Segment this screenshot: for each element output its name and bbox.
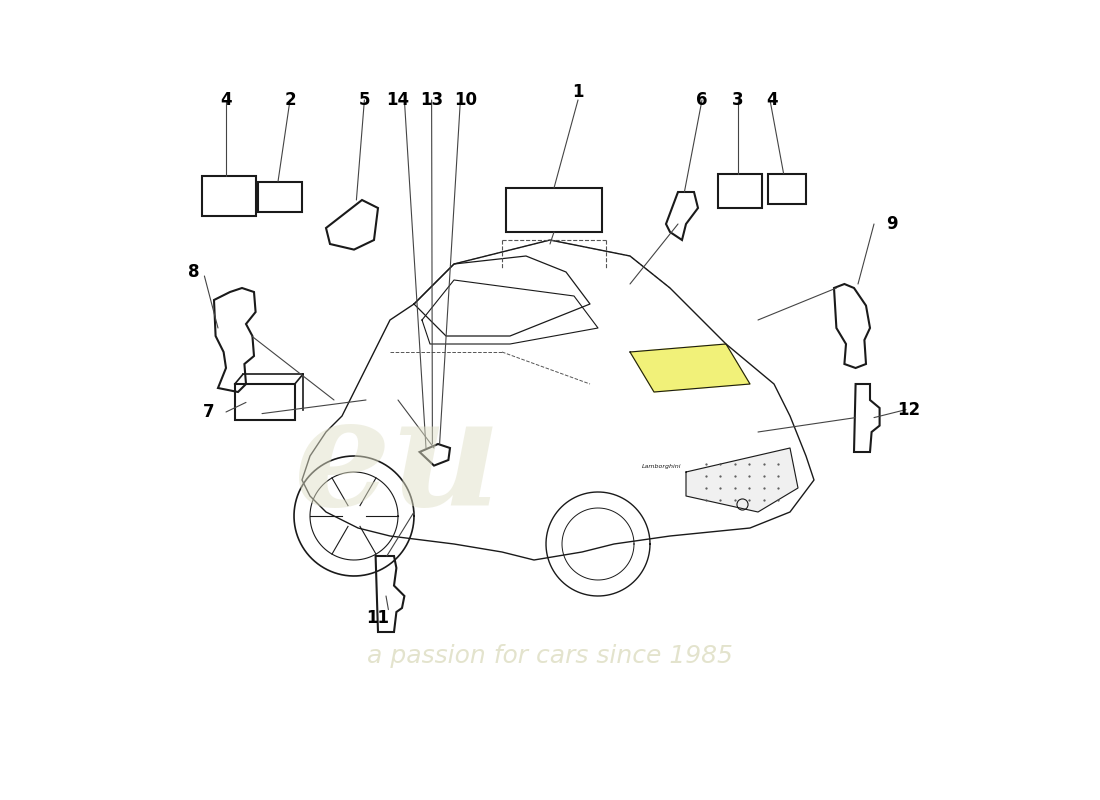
Text: 10: 10: [454, 91, 477, 109]
Text: a passion for cars since 1985: a passion for cars since 1985: [367, 644, 733, 668]
Text: 2: 2: [284, 91, 296, 109]
Bar: [258, 182, 303, 212]
Polygon shape: [630, 344, 750, 392]
Text: 8: 8: [188, 263, 200, 281]
Text: 4: 4: [767, 91, 778, 109]
Text: 7: 7: [202, 403, 215, 421]
Bar: [768, 174, 806, 204]
Text: 5: 5: [359, 91, 370, 109]
Bar: [506, 188, 602, 232]
Text: 12: 12: [896, 401, 920, 418]
Bar: [202, 176, 256, 216]
Polygon shape: [686, 448, 798, 512]
Text: 9: 9: [887, 215, 899, 233]
Bar: [718, 174, 762, 208]
Text: 1: 1: [572, 83, 584, 101]
Text: eu: eu: [294, 390, 502, 538]
Text: 13: 13: [420, 91, 443, 109]
Text: 3: 3: [733, 91, 744, 109]
Text: 6: 6: [696, 91, 707, 109]
Bar: [234, 384, 295, 420]
Text: Lamborghini: Lamborghini: [642, 464, 682, 469]
Text: 11: 11: [366, 609, 389, 626]
Text: 14: 14: [386, 91, 409, 109]
Text: 4: 4: [220, 91, 232, 109]
